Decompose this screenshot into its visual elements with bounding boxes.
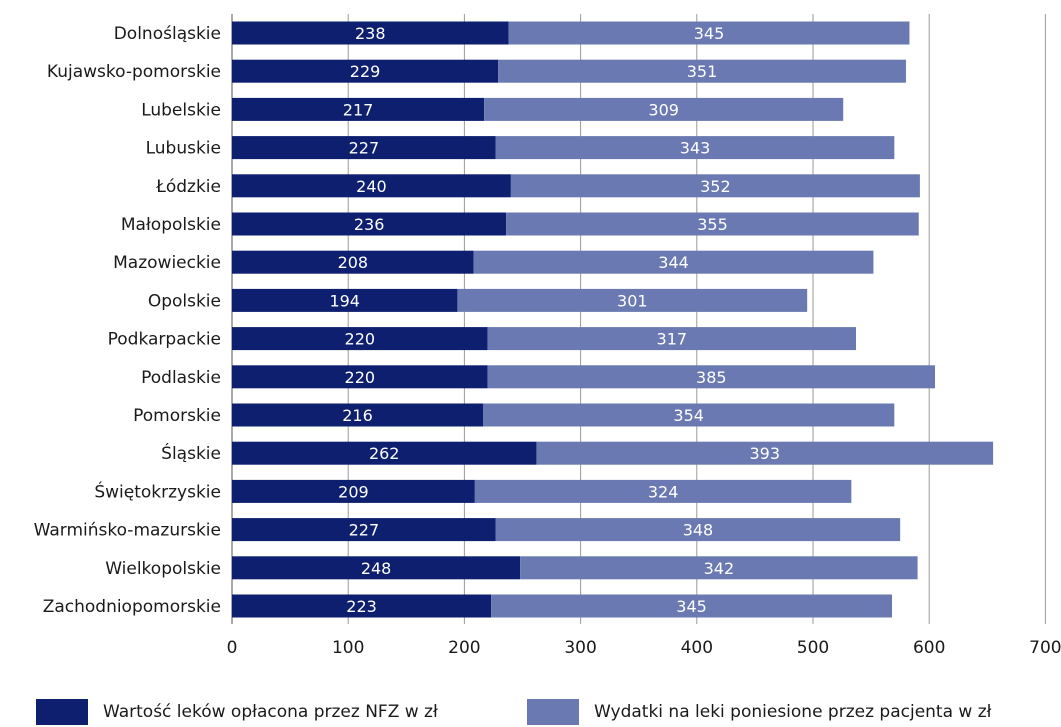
category-label: Świętokrzyskie [94,480,221,502]
bar-value-label: 209 [338,482,369,501]
bar-segment-pacjent [487,365,936,389]
category-label: Śląskie [161,442,221,464]
bar-value-label: 317 [657,330,688,349]
bar-value-label: 229 [350,62,381,81]
bar-segment-pacjent [474,479,852,503]
bar-segment-nfz [232,403,483,427]
bars: 238 345 229 351 217 309 227 343 240 352 236 355 208 3… [232,21,994,618]
bar-value-label: 217 [343,100,374,119]
category-labels: Dolnośląskie Kujawsko-pomorskie Lubelskie L… [34,24,221,617]
bar-segment-nfz [232,21,509,45]
bar-value-label: 324 [648,482,679,501]
bar-value-label: 227 [349,521,380,540]
bar-segment-nfz [232,97,485,121]
bar-value-label: 220 [345,368,376,387]
bar-value-label: 236 [354,215,385,234]
category-label: Zachodniopomorskie [43,597,221,617]
bar-segment-nfz [232,441,537,465]
category-label: Małopolskie [121,215,221,235]
bar-segment-pacjent [506,212,919,236]
legend-swatch-nfz [36,699,88,725]
bar-segment-pacjent [536,441,994,465]
x-tick-label: 200 [448,638,480,658]
x-tick-label: 500 [797,638,829,658]
bar-segment-nfz [232,327,488,351]
bar-value-label: 240 [356,177,387,196]
category-label: Opolskie [148,291,221,311]
bar-value-label: 354 [673,406,704,425]
bar-segment-nfz [232,365,488,389]
x-tick-label: 0 [227,638,238,658]
bar-segment-pacjent [498,59,906,83]
legend-label-pacjent: Wydatki na leki poniesione przez pacjent… [594,702,992,722]
x-tick-label: 400 [681,638,713,658]
bar-value-label: 223 [346,597,377,616]
bar-segment-nfz [232,288,458,312]
bar-segment-pacjent [487,327,856,351]
bar-segment-pacjent [482,403,895,427]
bar-segment-nfz [232,518,496,542]
bar-segment-pacjent [495,518,901,542]
bar-segment-pacjent [495,136,895,160]
legend-label-nfz: Wartość leków opłacona przez NFZ w zł [103,702,438,722]
legend-swatch-pacjent [527,699,579,725]
x-tick-label: 600 [913,638,945,658]
category-label: Warmińsko-mazurskie [34,521,221,541]
x-tick-label: 300 [564,638,596,658]
bar-segment-nfz [232,212,507,236]
category-label: Kujawsko-pomorskie [47,62,221,82]
bar-segment-pacjent [508,21,910,45]
bar-value-label: 227 [349,139,380,158]
bar-value-label: 262 [369,444,400,463]
bar-segment-pacjent [473,250,874,274]
bar-segment-nfz [232,250,474,274]
category-label: Łódzkie [155,177,221,197]
bar-value-label: 385 [696,368,727,387]
category-label: Dolnośląskie [114,24,221,44]
bar-segment-nfz [232,136,496,160]
bar-value-label: 345 [694,24,725,43]
bar-segment-pacjent [520,556,918,580]
category-label: Wielkopolskie [105,559,221,579]
bar-value-label: 344 [658,253,689,272]
bar-value-label: 343 [680,139,711,158]
stacked-bar-chart: 238 345 229 351 217 309 227 343 240 352 236 355 208 3… [34,14,1061,658]
x-tick-label: 100 [332,638,364,658]
category-label: Podlaskie [141,368,221,388]
category-label: Pomorskie [133,406,221,426]
bar-value-label: 352 [700,177,731,196]
bar-value-label: 220 [345,330,376,349]
bar-value-label: 351 [687,62,718,81]
bar-segment-pacjent [484,97,844,121]
category-label: Lubuskie [146,139,221,159]
bar-segment-nfz [232,174,511,198]
bar-value-label: 194 [329,291,360,310]
bar-value-label: 248 [361,559,392,578]
bar-value-label: 355 [697,215,728,234]
x-tick-labels: 0 100 200 300 400 500 600 700 [227,638,1061,658]
bar-segment-pacjent [510,174,920,198]
category-label: Mazowieckie [113,253,221,273]
category-label: Lubelskie [141,100,221,120]
legend-item-pacjent: Wydatki na leki poniesione przez pacjent… [527,699,991,725]
bar-segment-pacjent [457,288,808,312]
bar-segment-nfz [232,594,492,618]
x-tick-label: 700 [1029,638,1061,658]
bar-segment-nfz [232,479,475,503]
bar-value-label: 301 [617,291,648,310]
category-label: Podkarpackie [108,330,221,350]
bar-value-label: 216 [342,406,373,425]
bar-value-label: 208 [338,253,369,272]
bar-value-label: 238 [355,24,386,43]
bar-value-label: 348 [683,521,714,540]
bar-segment-nfz [232,59,499,83]
bar-value-label: 342 [704,559,735,578]
bar-segment-nfz [232,556,521,580]
bar-value-label: 345 [676,597,707,616]
bar-value-label: 393 [750,444,781,463]
bar-segment-pacjent [491,594,893,618]
bar-value-label: 309 [648,100,679,119]
legend-item-nfz: Wartość leków opłacona przez NFZ w zł [36,699,438,725]
